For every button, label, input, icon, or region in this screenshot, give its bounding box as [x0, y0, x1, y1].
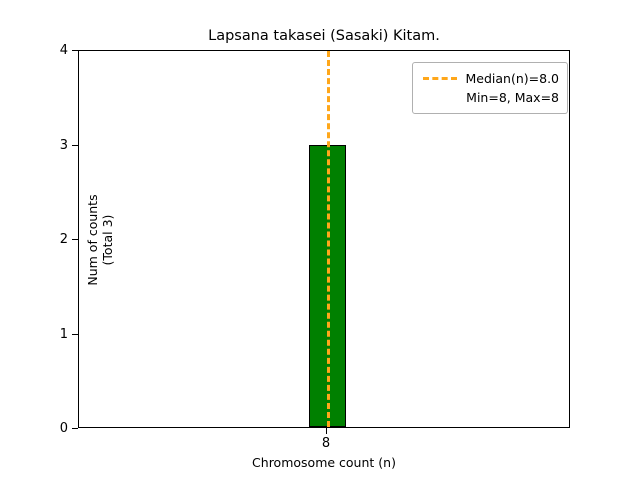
y-tick-label-2: 2: [59, 232, 68, 247]
y-tick-label-1: 1: [59, 326, 68, 342]
plot-inner: [79, 51, 569, 427]
x-tick-label-0: 8: [321, 436, 331, 451]
y-tick-mark-1: [72, 333, 78, 335]
x-tick-mark-0: [326, 428, 327, 434]
x-axis-label: Chromosome count (n): [252, 455, 396, 470]
chart-legend: Median(n)=8.0 Min=8, Max=8: [412, 62, 568, 114]
y-tick-label-3: 3: [59, 137, 68, 153]
y-tick-mark-0: [72, 428, 78, 429]
y-tick-label-0: 0: [59, 421, 68, 436]
median-line: [327, 51, 330, 427]
y-tick-mark-4: [72, 50, 78, 51]
y-tick-mark-2: [72, 239, 78, 240]
legend-item-median: Median(n)=8.0: [421, 69, 559, 88]
chart-title: Lapsana takasei (Sasaki) Kitam.: [208, 28, 440, 44]
legend-label-median: Median(n)=8.0: [465, 71, 560, 86]
y-tick-label-4: 4: [59, 43, 68, 58]
dashed-line-icon: [422, 77, 457, 80]
y-tick-mark-3: [72, 144, 78, 146]
legend-label-minmax: Min=8, Max=8: [466, 90, 559, 105]
legend-item-minmax: Min=8, Max=8: [421, 88, 559, 107]
